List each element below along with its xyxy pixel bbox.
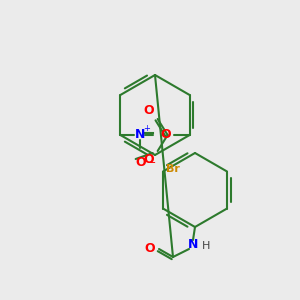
Text: O: O (135, 156, 146, 169)
Text: +: + (143, 124, 150, 133)
Text: O: O (143, 153, 154, 166)
Text: Br: Br (166, 164, 180, 175)
Text: H: H (202, 241, 210, 251)
Text: O: O (144, 242, 155, 254)
Text: −: − (146, 158, 156, 168)
Text: O: O (143, 104, 154, 117)
Text: N: N (188, 238, 198, 251)
Text: N: N (135, 128, 146, 142)
Text: O: O (160, 128, 171, 142)
